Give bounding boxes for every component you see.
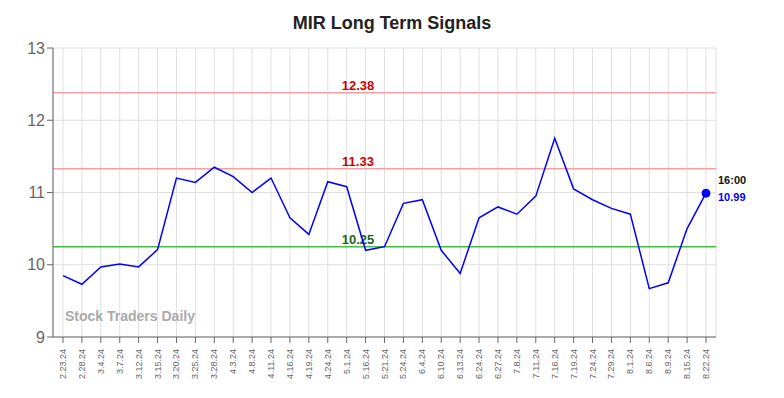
svg-text:16:00: 16:00 xyxy=(718,174,746,186)
svg-text:6.27.24: 6.27.24 xyxy=(493,349,503,379)
svg-text:4.3.24: 4.3.24 xyxy=(228,349,238,374)
svg-text:3.28.24: 3.28.24 xyxy=(209,349,219,379)
svg-text:3.15.24: 3.15.24 xyxy=(153,349,163,379)
svg-text:12.38: 12.38 xyxy=(342,78,375,93)
svg-text:7.16.24: 7.16.24 xyxy=(550,349,560,379)
svg-text:8.15.24: 8.15.24 xyxy=(682,349,692,379)
svg-text:6.10.24: 6.10.24 xyxy=(436,349,446,379)
svg-text:7.19.24: 7.19.24 xyxy=(569,349,579,379)
svg-text:3.25.24: 3.25.24 xyxy=(190,349,200,379)
svg-text:Stock Traders Daily: Stock Traders Daily xyxy=(65,308,195,324)
html-text:MIR Long Term Signals: MIR Long Term Signals xyxy=(292,13,492,33)
svg-text:5.21.24: 5.21.24 xyxy=(380,349,390,379)
svg-text:4.16.24: 4.16.24 xyxy=(285,349,295,379)
svg-text:6.4.24: 6.4.24 xyxy=(417,349,427,374)
svg-text:2.23.24: 2.23.24 xyxy=(58,349,68,379)
svg-text:10.25: 10.25 xyxy=(342,232,375,247)
svg-text:3.4.24: 3.4.24 xyxy=(96,349,106,374)
svg-text:4.24.24: 4.24.24 xyxy=(323,349,333,379)
svg-text:9: 9 xyxy=(36,329,45,346)
svg-text:7.24.24: 7.24.24 xyxy=(588,349,598,379)
svg-text:6.24.24: 6.24.24 xyxy=(474,349,484,379)
svg-text:5.1.24: 5.1.24 xyxy=(342,349,352,374)
svg-text:4.11.24: 4.11.24 xyxy=(266,349,276,378)
svg-text:8.1.24: 8.1.24 xyxy=(625,349,635,374)
svg-text:8.22.24: 8.22.24 xyxy=(701,349,711,379)
svg-text:2.28.24: 2.28.24 xyxy=(77,349,87,379)
svg-text:11.33: 11.33 xyxy=(342,154,374,169)
svg-text:4.19.24: 4.19.24 xyxy=(304,349,314,379)
svg-text:8.6.24: 8.6.24 xyxy=(644,349,654,374)
svg-text:5.16.24: 5.16.24 xyxy=(361,349,371,379)
svg-text:7.29.24: 7.29.24 xyxy=(606,349,616,379)
svg-text:5.24.24: 5.24.24 xyxy=(398,349,408,379)
svg-text:8.9.24: 8.9.24 xyxy=(663,349,673,374)
svg-text:7.8.24: 7.8.24 xyxy=(512,349,522,374)
svg-text:4.8.24: 4.8.24 xyxy=(247,349,257,374)
svg-text:6.13.24: 6.13.24 xyxy=(455,349,465,379)
svg-text:3.7.24: 3.7.24 xyxy=(115,349,125,374)
svg-text:10: 10 xyxy=(27,256,45,273)
svg-text:12: 12 xyxy=(27,112,45,129)
svg-text:3.12.24: 3.12.24 xyxy=(134,349,144,379)
svg-text:13: 13 xyxy=(27,40,45,57)
svg-text:11: 11 xyxy=(28,184,45,201)
svg-text:7.11.24: 7.11.24 xyxy=(531,349,541,378)
svg-text:3.20.24: 3.20.24 xyxy=(171,349,181,379)
svg-text:10.99: 10.99 xyxy=(718,191,746,203)
